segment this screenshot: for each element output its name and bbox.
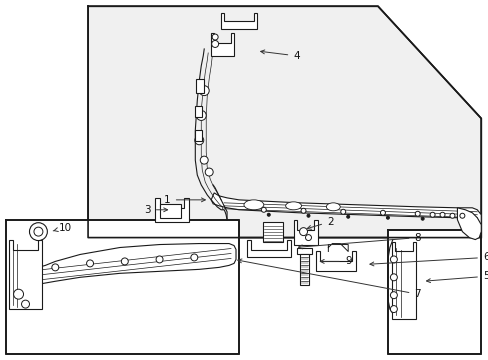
Circle shape [267,213,270,216]
Text: 6: 6 [369,252,488,266]
Polygon shape [195,130,202,141]
Text: 4: 4 [260,50,299,61]
Circle shape [449,213,454,218]
Polygon shape [246,239,290,257]
Text: 3: 3 [144,205,167,215]
Polygon shape [387,230,480,354]
Circle shape [196,111,206,121]
Polygon shape [9,239,42,309]
Circle shape [389,274,397,281]
Circle shape [205,168,213,176]
Polygon shape [195,105,202,117]
Polygon shape [211,193,480,225]
Text: 2: 2 [306,217,333,229]
Circle shape [199,86,209,96]
Ellipse shape [285,202,301,210]
Circle shape [301,208,305,213]
Polygon shape [88,6,480,238]
Circle shape [429,212,434,217]
Circle shape [156,256,163,263]
Circle shape [389,306,397,312]
Polygon shape [221,13,256,29]
Circle shape [306,214,309,217]
Circle shape [346,215,349,218]
Ellipse shape [244,200,263,210]
Circle shape [21,300,29,308]
Circle shape [389,256,397,263]
Circle shape [386,216,388,219]
Polygon shape [316,252,355,271]
Polygon shape [262,222,282,242]
Text: 8: 8 [298,233,420,249]
Text: 10: 10 [53,222,72,233]
Circle shape [389,292,397,299]
Circle shape [200,156,208,164]
Circle shape [299,228,307,235]
Circle shape [439,212,444,217]
Polygon shape [299,255,309,285]
Text: 9: 9 [320,256,351,266]
Circle shape [194,136,203,145]
Circle shape [86,260,93,267]
Circle shape [29,223,47,240]
Circle shape [261,207,266,212]
Circle shape [380,210,385,215]
Polygon shape [296,248,312,255]
Polygon shape [211,33,234,56]
Circle shape [14,289,23,299]
Circle shape [52,264,59,271]
Circle shape [459,213,464,218]
Polygon shape [6,220,239,354]
Circle shape [305,235,311,240]
Circle shape [121,258,128,265]
Circle shape [420,217,423,220]
Polygon shape [159,204,181,218]
Circle shape [211,40,218,48]
Polygon shape [154,198,189,222]
Circle shape [340,209,345,214]
Ellipse shape [325,203,340,211]
Polygon shape [293,220,318,244]
Circle shape [212,34,218,40]
Text: 5: 5 [426,271,488,283]
Text: 1: 1 [164,195,205,205]
Polygon shape [391,242,415,319]
Polygon shape [11,244,236,289]
Text: 7: 7 [237,259,420,299]
Circle shape [414,211,419,216]
Polygon shape [196,79,204,93]
Circle shape [190,254,197,261]
Polygon shape [456,208,480,239]
Circle shape [34,227,43,236]
